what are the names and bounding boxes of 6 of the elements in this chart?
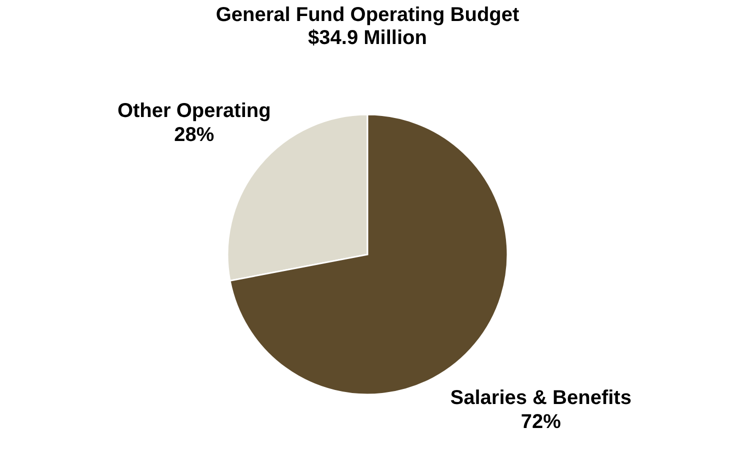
slice-label: Other Operating: [117, 100, 271, 122]
slice-label: Salaries & Benefits: [450, 386, 632, 409]
chart-subtitle: $34.9 Million: [308, 27, 427, 49]
data-label: 28%: [174, 124, 214, 146]
data-label: 72%: [520, 410, 562, 433]
chart-title: General Fund Operating Budget: [216, 4, 520, 26]
